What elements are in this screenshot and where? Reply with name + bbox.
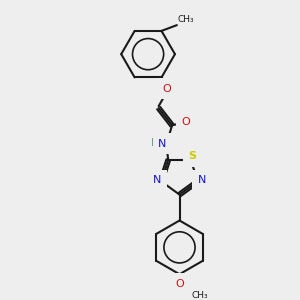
Text: H: H	[151, 138, 159, 148]
Text: N: N	[158, 139, 167, 148]
Text: N: N	[197, 176, 206, 185]
Text: N: N	[153, 176, 162, 185]
Text: S: S	[189, 151, 197, 161]
Text: O: O	[181, 116, 190, 127]
Text: O: O	[175, 279, 184, 289]
Text: O: O	[162, 84, 171, 94]
Text: CH₃: CH₃	[191, 291, 208, 300]
Text: CH₃: CH₃	[178, 15, 194, 24]
